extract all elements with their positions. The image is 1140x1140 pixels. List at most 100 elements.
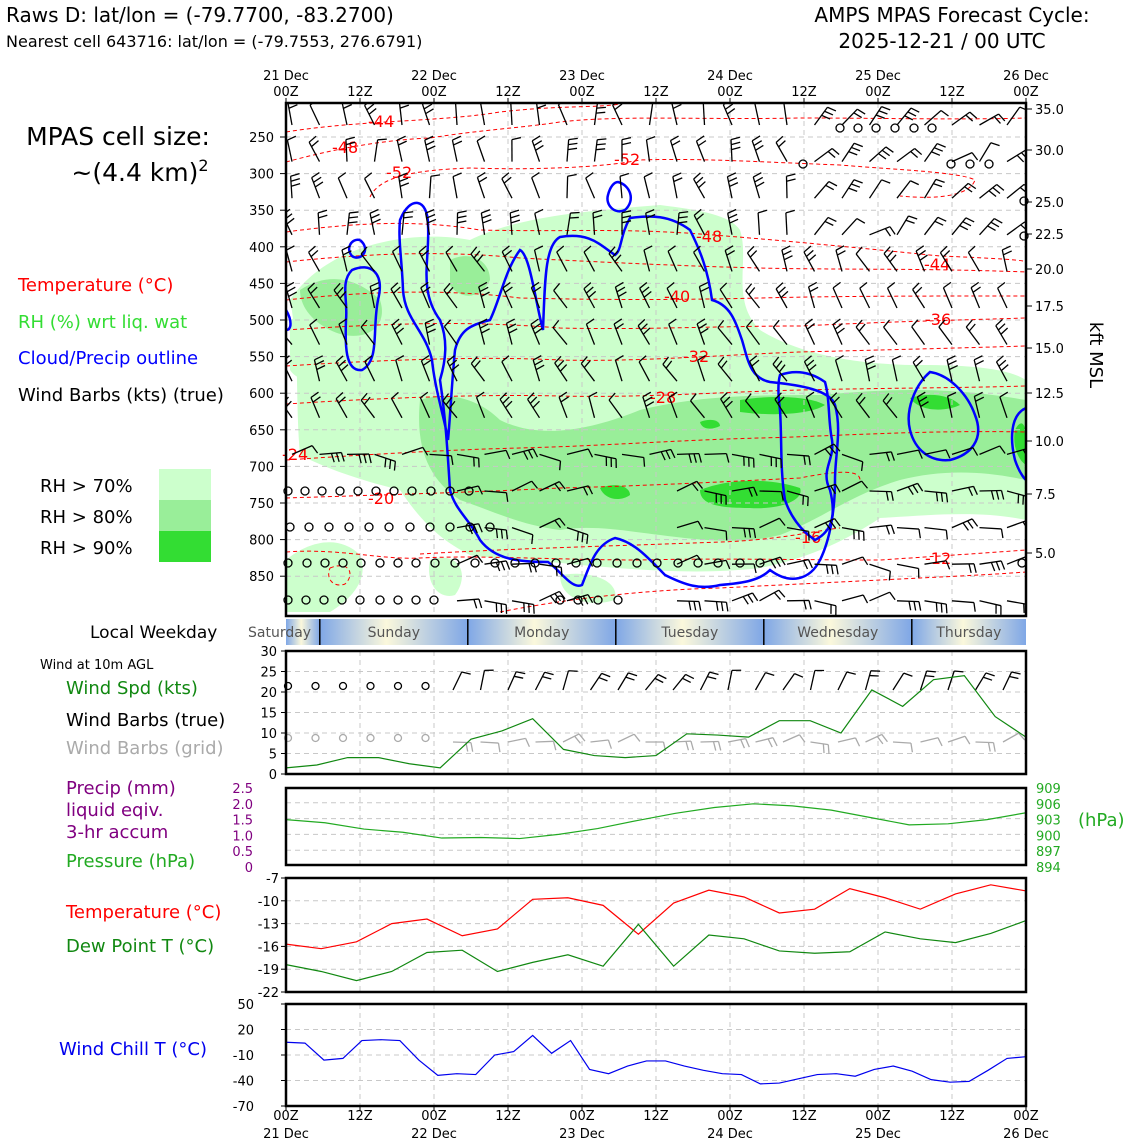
barb-shaft [757,212,761,235]
barb-shaft [566,557,589,565]
barb-shaft [883,326,898,345]
barb-feather [523,451,529,460]
wind-barb [786,453,811,466]
barb-feather [420,281,429,289]
barb-feather [569,216,579,219]
barb-feather [338,396,346,404]
barb-feather [822,743,825,754]
barb-shaft [341,249,348,272]
pressure-tick-label: 250 [249,131,274,146]
calm-circle [283,733,293,743]
barb-feather [470,742,474,752]
barb-shaft [1006,106,1021,126]
barb-feather [851,183,861,188]
barb-feather [335,355,344,363]
wind-barb [912,355,926,382]
wind-barb-grid [947,735,971,745]
calm-circle [337,595,347,605]
barb-feather [775,360,783,369]
barb-shaft [702,103,706,126]
barb-shaft [924,526,947,531]
barb-feather [862,556,869,566]
barb-feather [682,677,691,684]
barb-feather [905,219,915,224]
barb-feather [391,318,400,326]
calm-circle [450,558,460,568]
wind-barb [785,209,795,235]
wind-barb [702,103,706,126]
barb-shaft [592,212,596,235]
barb-shaft [704,490,727,497]
barb-feather [919,254,928,261]
barb-feather [806,323,815,330]
barb-feather [363,453,367,464]
barb-feather [730,136,741,141]
barb-feather [508,328,518,334]
nearest-cell: Nearest cell 643716: lat/lon = (-79.7553… [6,32,422,51]
barb-feather [725,453,730,463]
cell-size-line1: MPAS cell size: [26,122,210,151]
temp-label: -12 [925,549,951,568]
wind-barb [346,211,359,235]
temp-label: -40 [664,287,690,306]
barb-feather [553,283,561,291]
barb-feather [949,364,958,371]
calm-circle [735,558,745,568]
barb-feather [693,245,701,253]
barb-feather [779,556,786,566]
barb-feather [853,179,863,184]
barb-feather [511,136,522,141]
cell-size-line2: ~(4.4 km)2 [71,156,208,187]
barb-feather [856,218,866,224]
cycle-date: 2025-12-21 / 00 UTC [838,29,1045,53]
time-label-hour: 00Z [717,85,743,100]
barb-feather [608,246,616,255]
calm-circle [393,595,403,605]
wind-barb [696,355,706,382]
weekday-label: Sunday [368,625,420,641]
barb-feather [461,671,471,675]
barb-feather [774,392,782,400]
barb-feather [542,676,552,680]
barb-feather [478,523,483,533]
wind-barb [337,172,348,199]
wind-barb [923,142,946,162]
wind-grid [286,651,1026,774]
barb-feather [808,281,818,288]
barb-shaft [717,363,733,382]
barb-shaft [566,212,572,235]
weekday-segment [911,619,1026,645]
barb-feather [834,323,843,330]
barb-feather [1020,152,1026,159]
calm-circle [338,558,348,568]
wind-barb [979,445,1006,456]
wind-barb [644,673,667,691]
height-tick-label: 15.0 [1035,342,1064,357]
wind-barb [864,355,876,382]
barb-feather [587,594,594,604]
barb-feather [876,736,884,745]
barb-feather [314,355,324,361]
barb-shaft [476,177,486,199]
barb-shaft [456,453,479,459]
barb-feather [913,601,917,611]
barb-feather [425,140,435,146]
barb-feather [393,286,401,294]
barb-feather [954,670,964,673]
wind-barb [717,319,733,346]
wind-barb [510,103,514,126]
barb-feather [364,103,369,106]
barb-feather [314,181,324,188]
barb-feather [646,135,656,141]
barb-feather [775,282,784,290]
barb-feather [748,287,756,296]
barb-shaft [1002,732,1020,743]
legend-rh70: RH > 70% [40,476,133,497]
pressure-grid [286,788,1026,865]
wind-barb [883,246,898,272]
pressure-tick-label: 350 [249,204,274,219]
barb-shaft [891,359,898,382]
barb-shaft [539,517,560,529]
barb-shaft [1002,671,1013,691]
wind-barb [531,172,541,199]
